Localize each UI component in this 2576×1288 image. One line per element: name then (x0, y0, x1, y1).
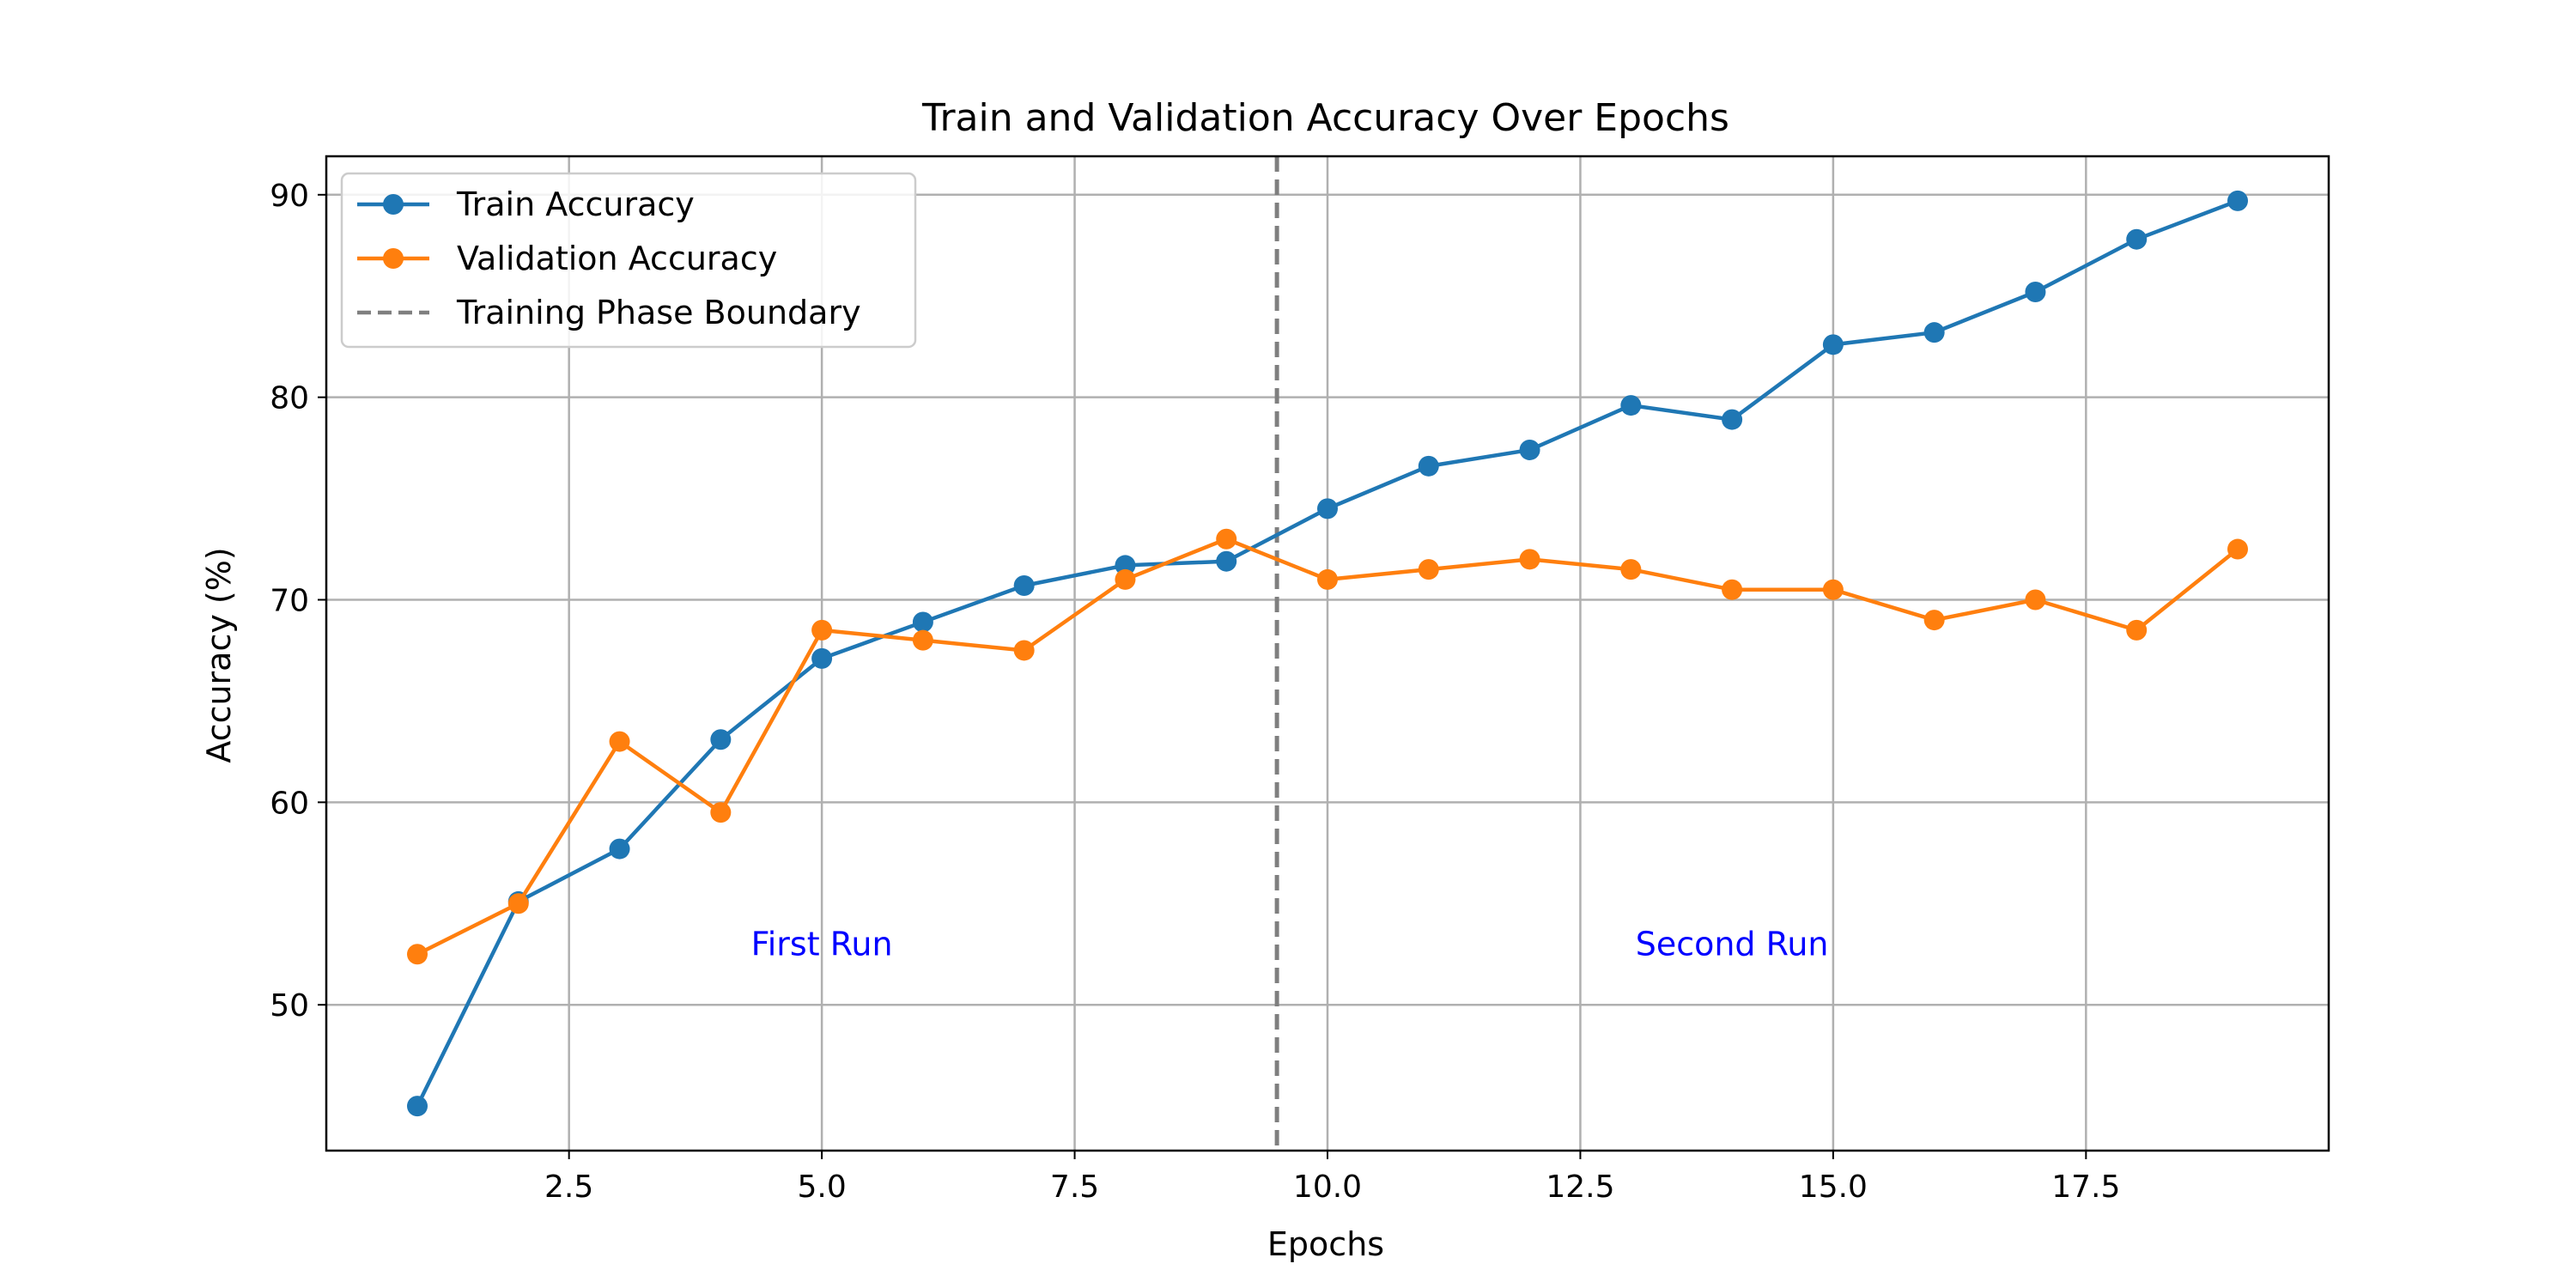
data-point (1822, 334, 1844, 355)
data-point (1722, 409, 1743, 430)
y-tick-label: 60 (270, 786, 309, 821)
data-point (710, 729, 732, 750)
validation-accuracy-series (407, 528, 2248, 965)
data-point (609, 731, 630, 752)
data-point (2025, 589, 2046, 611)
data-point (1923, 610, 1945, 631)
x-tick-label: 5.0 (797, 1170, 846, 1205)
axis-ticks: 2.5 5.0 7.5 10.0 12.5 15.0 17.5 50 60 70 80 90 (270, 179, 2120, 1205)
legend-train-marker (383, 194, 404, 215)
legend: Train Accuracy Validation Accuracy Train… (340, 172, 917, 349)
data-point (1722, 579, 1743, 600)
data-point (1418, 455, 1439, 477)
x-tick-label: 17.5 (2051, 1170, 2120, 1205)
x-tick-label: 2.5 (544, 1170, 593, 1205)
data-point (1216, 528, 1237, 550)
data-point (1115, 568, 1136, 590)
series-layer (407, 190, 2248, 1117)
legend-box (340, 172, 917, 349)
x-axis-label: Epochs (1267, 1225, 1384, 1263)
data-point (1418, 559, 1439, 580)
data-point (1317, 568, 1338, 590)
annotation-label: Second Run (1636, 925, 1829, 963)
x-tick-label: 10.0 (1293, 1170, 1362, 1205)
data-point (407, 1096, 428, 1117)
y-tick-label: 70 (270, 584, 309, 619)
y-tick-label: 80 (270, 381, 309, 416)
data-point (1317, 498, 1338, 519)
data-point (2126, 619, 2148, 641)
data-point (1216, 550, 1237, 572)
legend-label-train: Train Accuracy (456, 185, 695, 223)
data-point (1620, 395, 1642, 416)
data-point (2126, 228, 2148, 250)
y-axis-label: Accuracy (%) (200, 547, 238, 762)
annotation-label: First Run (751, 925, 893, 963)
data-point (1519, 439, 1540, 460)
x-tick-label: 7.5 (1050, 1170, 1099, 1205)
y-tick-label: 90 (270, 179, 309, 214)
chart-title: Train and Validation Accuracy Over Epoch… (921, 96, 1729, 140)
data-point (811, 619, 833, 641)
data-point (609, 838, 630, 860)
annotations: First Run Second Run (751, 925, 1829, 963)
data-point (710, 802, 732, 823)
data-point (912, 629, 933, 651)
data-point (811, 647, 833, 669)
data-point (407, 944, 428, 965)
data-point (1115, 555, 1136, 576)
data-point (912, 611, 933, 633)
data-point (1923, 322, 1945, 343)
data-point (2025, 282, 2046, 303)
legend-label-validation: Validation Accuracy (457, 240, 777, 277)
data-point (2227, 190, 2248, 211)
x-tick-label: 12.5 (1546, 1170, 1614, 1205)
data-point (1013, 640, 1035, 661)
data-point (507, 893, 529, 914)
data-point (1013, 574, 1035, 596)
y-tick-label: 50 (270, 988, 309, 1024)
data-point (1620, 559, 1642, 580)
data-point (2227, 538, 2248, 560)
legend-validation-marker (383, 248, 404, 269)
data-point (1519, 549, 1540, 570)
legend-label-boundary: Training Phase Boundary (456, 294, 861, 331)
data-point (1822, 579, 1844, 600)
x-tick-label: 15.0 (1799, 1170, 1868, 1205)
train-accuracy-series (407, 190, 2248, 1117)
